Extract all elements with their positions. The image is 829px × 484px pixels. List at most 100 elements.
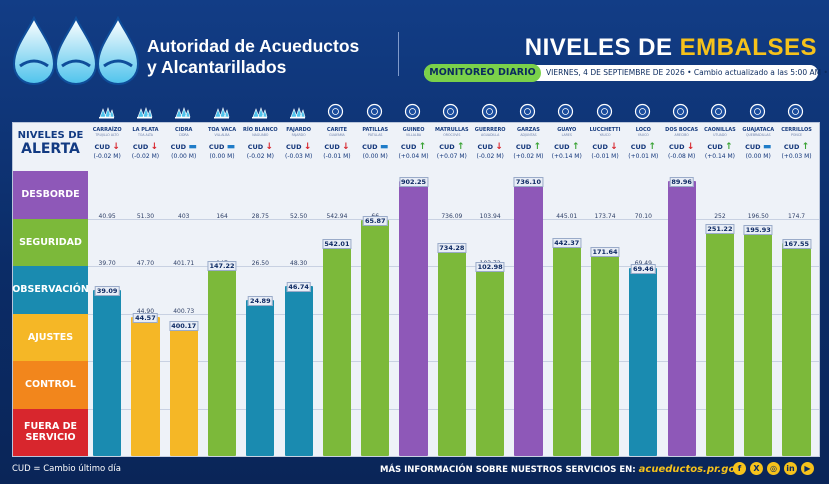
website-link[interactable]: acueductos.pr.gov: [638, 464, 742, 475]
reservoir-header: FAJARDO FAJARDO CUD ↓ (-0.03 M): [280, 123, 318, 171]
reservoir-column: RÍO BLANCO NAGUABO CUD ↓ (-0.02 M) 28.75 26.5…: [241, 123, 279, 456]
cud-label: CUD: [783, 143, 802, 151]
cud-label: CUD: [208, 143, 227, 151]
alert-level-3: AJUSTES: [13, 313, 88, 361]
arrow-up-icon: ↑: [801, 142, 810, 152]
reservoir-name: CIDRA: [175, 127, 193, 133]
facebook-icon[interactable]: f: [733, 462, 746, 475]
reservoir-town: VILLALBA: [214, 133, 230, 137]
threshold-line: [88, 456, 819, 457]
reservoir-name: DOS BOCAS: [665, 127, 699, 133]
no-change-icon: ▬: [379, 142, 389, 152]
cud-label: CUD: [170, 143, 189, 151]
arrow-down-icon: ↓: [150, 142, 159, 152]
reservoir-seal-icon: [443, 103, 459, 120]
cud-indicator: CUD ↑: [548, 143, 586, 152]
arrow-down-icon: ↓: [686, 142, 695, 152]
reservoir-name: LOCO: [635, 127, 651, 133]
current-level-label: 734.28: [437, 242, 467, 253]
reservoir-header: LOCO YAUCO CUD ↑ (+0.01 M): [624, 123, 662, 171]
daily-change: (0.00 M): [171, 153, 197, 160]
level-bar: [552, 242, 581, 456]
threshold-value: 403: [178, 212, 190, 220]
threshold-value: 39.70: [98, 260, 116, 267]
instagram-icon[interactable]: ◎: [767, 462, 780, 475]
threshold-value: 736.09: [441, 212, 463, 220]
arrow-down-icon: ↓: [303, 142, 312, 152]
daily-change: (-0.08 M): [668, 153, 696, 160]
level-bar: [169, 324, 198, 456]
reservoir-header: TOA VACA VILLALBA CUD ▬ (0.00 M): [203, 123, 241, 171]
threshold-value: 542.94: [326, 212, 348, 220]
current-level-label: 902.25: [398, 176, 429, 187]
level-bar: [284, 285, 313, 456]
x-icon[interactable]: X: [750, 462, 763, 475]
level-bar: [667, 180, 696, 456]
reservoir-header: DOS BOCAS ARECIBO CUD ↓ (-0.08 M): [663, 123, 701, 171]
reservoir-town: YAUCO: [637, 133, 649, 137]
reservoir-header: GUERRERO AGUADILLA CUD ↓ (-0.02 M): [471, 123, 509, 171]
threshold-value: 173.74: [594, 212, 616, 220]
youtube-icon[interactable]: ▶: [801, 462, 814, 475]
water-drops-logo: [12, 15, 140, 86]
threshold-value: 174.7: [787, 212, 806, 220]
reservoir-seal-icon: [749, 103, 765, 120]
cud-note: CUD = Cambio último día: [12, 464, 121, 474]
daily-change: (+0.01 M): [628, 153, 659, 160]
reservoir-name: GUAYO: [557, 127, 577, 133]
reservoir-header: LUCCHETTI YAUCO CUD ↓ (-0.01 M): [586, 123, 624, 171]
arrow-up-icon: ↑: [418, 142, 427, 152]
reservoir-header: CAONILLAS UTUADO CUD ↑ (+0.14 M): [701, 123, 739, 171]
daily-change: (-0.02 M): [476, 153, 504, 160]
threshold-value: 47.70: [136, 260, 155, 267]
reservoir-name: TOA VACA: [208, 127, 237, 133]
reservoir-header: GARZAS ADJUNTAS CUD ↑ (+0.02 M): [509, 123, 547, 171]
header-divider: [398, 32, 399, 76]
cud-indicator: CUD ↓: [241, 143, 279, 152]
daily-change: (+0.03 M): [781, 153, 812, 160]
level-bar: [744, 229, 773, 456]
reservoir-name: GUERRERO: [474, 127, 506, 133]
arrow-up-icon: ↑: [571, 142, 580, 152]
cud-indicator: CUD ↓: [88, 143, 126, 152]
reservoir-name: CAONILLAS: [704, 127, 736, 133]
arrow-up-icon: ↑: [456, 142, 465, 152]
linkedin-icon[interactable]: in: [784, 462, 797, 475]
more-info: MÁS INFORMACIÓN SOBRE NUESTROS SERVICIOS…: [380, 464, 742, 475]
current-level-label: 442.37: [552, 238, 582, 249]
cud-indicator: CUD ↓: [586, 143, 624, 152]
reservoir-town: TRUJILLO ALTO: [95, 133, 119, 137]
threshold-value: 164: [216, 212, 228, 220]
reservoir-name: RÍO BLANCO: [242, 127, 278, 133]
level-bar: [131, 317, 160, 456]
reservoir-header: GUAYO LARES CUD ↑ (+0.14 M): [548, 123, 586, 171]
alert-level-1: SEGURIDAD: [13, 218, 88, 266]
reservoir-seal-icon: [673, 103, 689, 120]
alert-levels-heading: NIVELES DE ALERTA: [13, 123, 88, 171]
more-info-text: MÁS INFORMACIÓN SOBRE NUESTROS SERVICIOS…: [380, 465, 636, 475]
cud-indicator: CUD ↑: [701, 143, 739, 152]
level-bar: [246, 299, 275, 456]
current-level-label: 24.89: [248, 295, 273, 306]
daily-change: (-0.02 M): [93, 153, 121, 160]
cud-indicator: CUD ↑: [777, 143, 815, 152]
cud-label: CUD: [669, 143, 687, 151]
daily-change: (+0.02 M): [513, 153, 544, 160]
update-date: VIERNES, 4 DE SEPTIEMBRE DE 2026 • Cambi…: [546, 68, 828, 77]
reservoir-seal-icon: [787, 103, 804, 120]
daily-change: (-0.02 M): [131, 153, 160, 160]
reservoir-town: GUAYAMA: [329, 133, 345, 137]
cud-indicator: CUD ▬: [203, 143, 241, 152]
alert-heading-line-1: NIVELES DE: [17, 130, 84, 141]
current-level-label: 39.09: [94, 286, 120, 297]
threshold-value: 103.94: [479, 212, 501, 220]
reservoir-header: MATRULLAS OROCOVIS CUD ↑ (+0.07 M): [433, 123, 471, 171]
arrow-down-icon: ↓: [265, 142, 273, 152]
reservoir-seal-icon: [519, 103, 536, 120]
cud-label: CUD: [439, 143, 457, 151]
threshold-value: 48.30: [290, 260, 308, 267]
reservoir-column: LA PLATA TOA ALTA CUD ↓ (-0.02 M) 51.30 47.70…: [126, 123, 164, 456]
